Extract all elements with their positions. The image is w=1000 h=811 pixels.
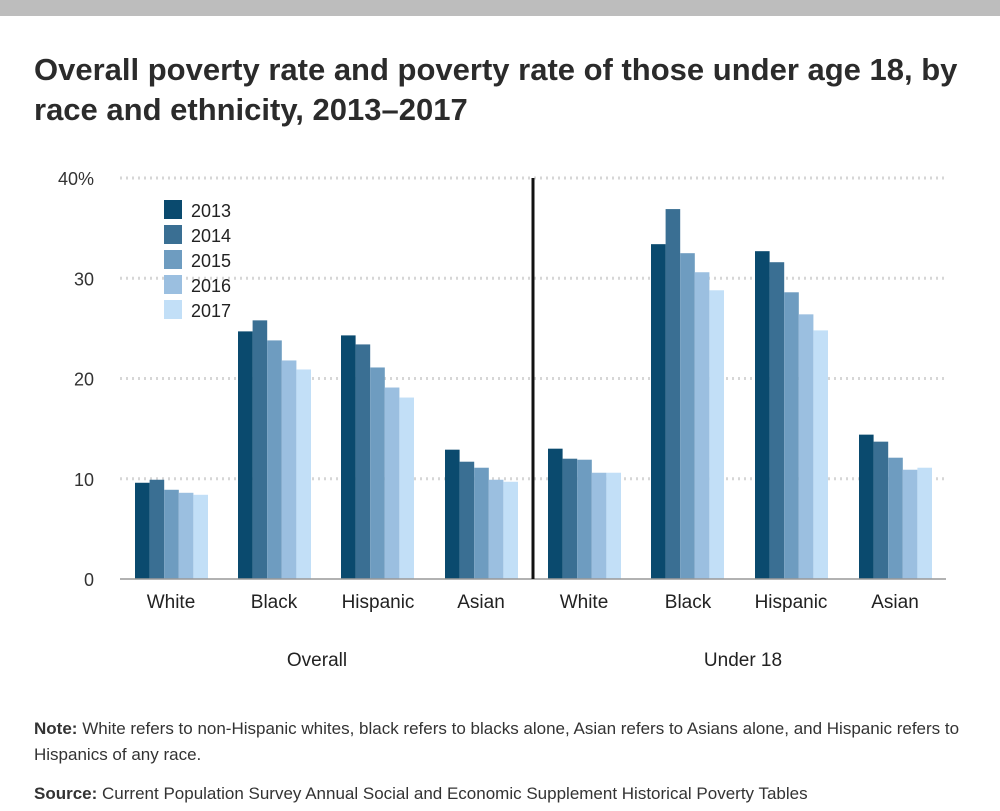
source: Source: Current Population Survey Annual… bbox=[34, 781, 984, 807]
bar-under-18-white-2017 bbox=[606, 472, 621, 579]
bar-under-18-white-2016 bbox=[591, 472, 607, 579]
legend-label: 2016 bbox=[191, 276, 231, 296]
bars bbox=[135, 209, 932, 580]
y-tick-label: 10 bbox=[74, 470, 94, 490]
bar-overall-white-2016 bbox=[178, 492, 194, 579]
bar-overall-asian-2015 bbox=[474, 467, 489, 579]
legend-label: 2013 bbox=[191, 201, 231, 221]
y-tick-label: 0 bbox=[84, 570, 94, 590]
chart-title: Overall poverty rate and poverty rate of… bbox=[34, 52, 958, 127]
x-category-label: Hispanic bbox=[342, 592, 415, 613]
bar-overall-white-2015 bbox=[164, 489, 179, 579]
bar-chart: 0 10 20 30 40% White Black Hispanic Asian Overal… bbox=[58, 169, 946, 671]
bar-overall-hispanic-2015 bbox=[370, 367, 385, 579]
y-tick-label: 30 bbox=[74, 269, 94, 289]
bar-under-18-white-2013 bbox=[548, 448, 563, 579]
legend-swatch-2014 bbox=[164, 225, 182, 244]
bar-overall-hispanic-2013 bbox=[341, 335, 356, 579]
top-bar bbox=[0, 0, 1000, 16]
note: Note: White refers to non-Hispanic white… bbox=[34, 716, 974, 768]
bar-overall-hispanic-2016 bbox=[384, 387, 400, 579]
bar-overall-black-2016 bbox=[281, 360, 297, 579]
bar-overall-hispanic-2014 bbox=[355, 344, 371, 579]
bar-overall-asian-2013 bbox=[445, 449, 460, 579]
bar-under-18-asian-2017 bbox=[917, 467, 932, 579]
source-text: Current Population Survey Annual Social … bbox=[102, 784, 808, 803]
legend-swatch-2016 bbox=[164, 275, 182, 294]
bar-overall-black-2014 bbox=[252, 320, 268, 579]
legend: 2013 2014 2015 2016 2017 bbox=[164, 200, 231, 321]
bar-under-18-asian-2015 bbox=[888, 457, 903, 579]
note-text: White refers to non-Hispanic whites, bla… bbox=[34, 719, 960, 764]
bar-under-18-hispanic-2013 bbox=[755, 251, 770, 579]
bar-overall-asian-2014 bbox=[459, 461, 475, 579]
bar-under-18-black-2015 bbox=[680, 253, 695, 579]
bar-under-18-asian-2013 bbox=[859, 434, 874, 579]
bar-overall-black-2013 bbox=[238, 331, 253, 579]
bar-under-18-black-2013 bbox=[651, 244, 666, 580]
legend-label: 2014 bbox=[191, 226, 231, 246]
bar-overall-asian-2017 bbox=[503, 481, 518, 579]
bar-overall-asian-2016 bbox=[488, 479, 504, 579]
legend-label: 2015 bbox=[191, 251, 231, 271]
bar-under-18-white-2015 bbox=[577, 459, 592, 579]
legend-label: 2017 bbox=[191, 301, 231, 321]
bar-overall-black-2015 bbox=[267, 340, 282, 579]
bar-overall-white-2013 bbox=[135, 482, 150, 579]
group-label: Under 18 bbox=[704, 650, 782, 671]
y-tick-label: 40% bbox=[58, 169, 94, 189]
note-label: Note: bbox=[34, 719, 78, 738]
x-category-label: Asian bbox=[871, 592, 919, 613]
y-tick-label: 20 bbox=[74, 370, 94, 390]
bar-under-18-asian-2016 bbox=[902, 469, 918, 579]
bar-under-18-hispanic-2017 bbox=[813, 330, 828, 579]
bar-under-18-hispanic-2016 bbox=[798, 314, 814, 579]
legend-swatch-2015 bbox=[164, 250, 182, 269]
legend-swatch-2017 bbox=[164, 300, 182, 319]
bar-under-18-hispanic-2015 bbox=[784, 292, 799, 579]
legend-swatch-2013 bbox=[164, 200, 182, 219]
y-axis: 0 10 20 30 40% bbox=[58, 169, 94, 590]
bar-under-18-hispanic-2014 bbox=[769, 262, 785, 579]
x-category-label: White bbox=[147, 592, 196, 613]
group-label: Overall bbox=[287, 650, 347, 671]
bar-under-18-black-2017 bbox=[709, 290, 724, 579]
bar-overall-white-2014 bbox=[149, 479, 165, 579]
bar-under-18-asian-2014 bbox=[873, 441, 889, 579]
bar-under-18-black-2016 bbox=[694, 272, 710, 579]
x-category-label: White bbox=[560, 592, 609, 613]
bar-overall-white-2017 bbox=[193, 494, 208, 579]
bar-under-18-white-2014 bbox=[562, 458, 578, 579]
bar-overall-black-2017 bbox=[296, 369, 311, 579]
source-label: Source: bbox=[34, 784, 98, 803]
x-category-label: Black bbox=[251, 592, 298, 613]
bar-under-18-black-2014 bbox=[665, 209, 681, 579]
x-category-label: Black bbox=[665, 592, 712, 613]
bar-overall-hispanic-2017 bbox=[399, 397, 414, 579]
x-category-label: Hispanic bbox=[755, 592, 828, 613]
x-category-label: Asian bbox=[457, 592, 505, 613]
x-axis: White Black Hispanic Asian Overall White Black… bbox=[120, 178, 946, 671]
